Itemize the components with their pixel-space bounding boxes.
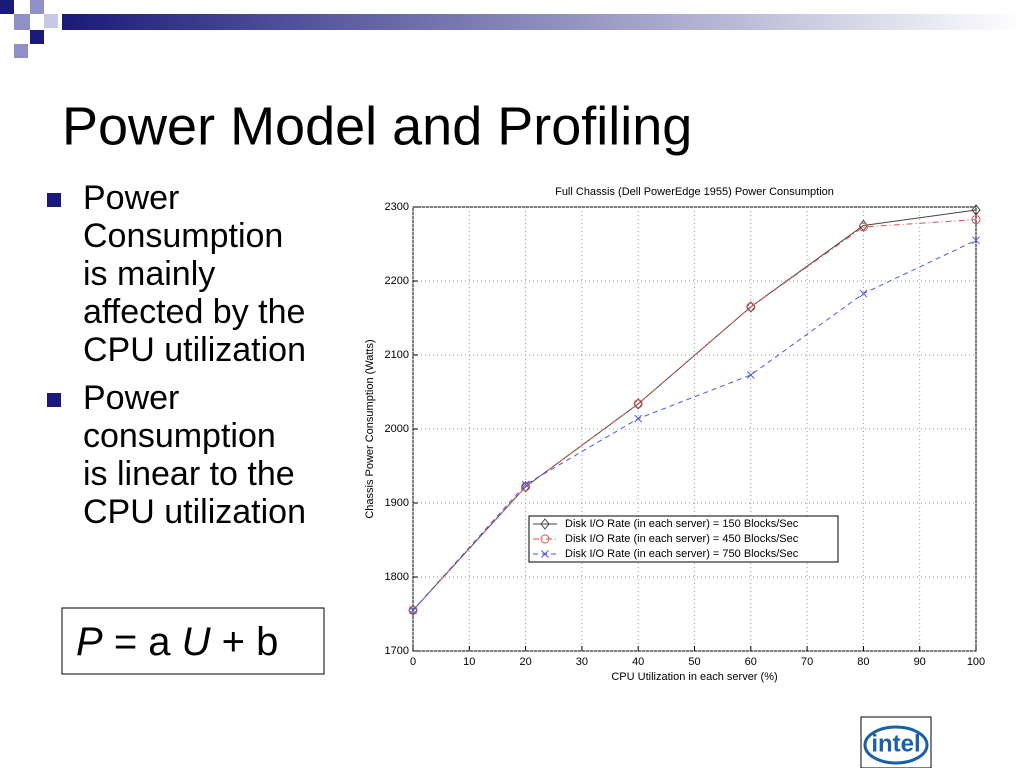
- plot-area: [412, 206, 977, 652]
- y-tick-label: 1800: [385, 571, 409, 583]
- x-tick-label: 60: [745, 656, 757, 668]
- y-tick-label: 1900: [385, 497, 409, 509]
- marker: [746, 302, 756, 312]
- marker: [633, 399, 643, 409]
- marker: [540, 518, 550, 530]
- marker: [521, 480, 530, 489]
- bullet-line: CPU utilization: [83, 493, 306, 531]
- marker: [746, 371, 755, 379]
- formula: P = a U + b: [76, 620, 278, 664]
- bullet-line: is mainly: [83, 255, 215, 293]
- marker: [540, 534, 550, 544]
- bullet-line: is linear to the: [83, 455, 295, 493]
- marker: [858, 222, 868, 232]
- x-tick-label: 30: [576, 656, 588, 668]
- marker: [408, 605, 418, 615]
- x-tick-label: 20: [519, 656, 531, 668]
- marker: [541, 550, 549, 558]
- logo-swoosh: [863, 725, 929, 765]
- marker: [521, 482, 531, 492]
- marker: [408, 604, 418, 617]
- bullet-line: Power: [83, 179, 179, 217]
- bullet-marker: [47, 193, 61, 207]
- marker: [971, 215, 981, 225]
- x-tick-label: 50: [688, 656, 700, 668]
- x-tick-label: 100: [967, 656, 985, 668]
- marker: [859, 289, 868, 298]
- header-decoration: [0, 0, 1024, 58]
- bullet-line: Consumption: [83, 217, 283, 255]
- x-tick-label: 90: [914, 656, 926, 668]
- marker: [409, 606, 417, 615]
- bullet-line: consumption: [83, 417, 276, 455]
- bullet-line: Power: [83, 379, 179, 417]
- y-tick-label: 2200: [385, 275, 409, 287]
- chart-title: Full Chassis (Dell PowerEdge 1955) Power…: [555, 186, 834, 198]
- formula-part: + b: [222, 620, 279, 664]
- legend-label: Disk I/O Rate (in each server) = 750 Blo…: [565, 548, 799, 560]
- slide-title: Power Model and Profiling: [62, 96, 692, 156]
- marker: [972, 236, 980, 245]
- legend-label: Disk I/O Rate (in each server) = 450 Blo…: [565, 533, 799, 545]
- y-axis-label: Chassis Power Consumption (Watts): [364, 339, 376, 518]
- formula-part: = a: [114, 620, 171, 664]
- x-tick-label: 0: [410, 656, 416, 668]
- legend-box: [528, 515, 839, 563]
- y-tick-label: 2100: [385, 349, 409, 361]
- formula-part: P: [76, 620, 103, 664]
- logo: intel: [871, 730, 920, 757]
- marker: [633, 398, 643, 410]
- series-line: [412, 239, 977, 611]
- logo-box: [860, 716, 932, 768]
- formula-box: [61, 607, 325, 675]
- bullet-marker: [47, 393, 61, 407]
- series-line: [412, 219, 977, 611]
- y-tick-label: 2300: [385, 201, 409, 213]
- formula-part: U: [182, 620, 212, 664]
- x-tick-label: 10: [463, 656, 475, 668]
- chart: Full Chassis (Dell PowerEdge 1955) Power…: [364, 186, 985, 683]
- bullet-line: CPU utilization: [83, 331, 306, 369]
- legend-label: Disk I/O Rate (in each server) = 150 Blo…: [565, 518, 799, 530]
- y-tick-label: 2000: [385, 423, 409, 435]
- x-axis-label: CPU Utilization in each server (%): [611, 671, 777, 683]
- y-tick-label: 1700: [385, 645, 409, 657]
- bullet-line: affected by the: [83, 293, 305, 331]
- marker: [634, 414, 643, 423]
- x-tick-label: 70: [801, 656, 813, 668]
- x-tick-label: 80: [857, 656, 869, 668]
- marker: [971, 204, 981, 216]
- x-tick-label: 40: [632, 656, 644, 668]
